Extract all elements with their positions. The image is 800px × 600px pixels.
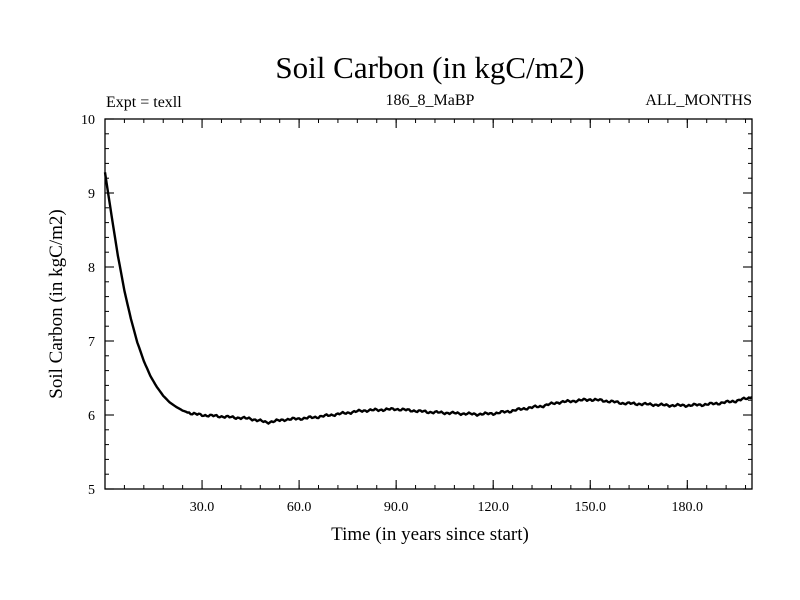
x-tick-label: 150.0 [575,500,607,515]
x-tick-label: 180.0 [672,500,704,515]
x-tick-label: 90.0 [384,500,409,515]
x-axis-label: Time (in years since start) [331,524,529,545]
x-tick-label: 120.0 [477,500,509,515]
period-label: 186_8_MaBP [386,92,475,109]
plot-frame [104,118,753,490]
y-tick-labels: 5 6 7 8 9 10 [81,113,95,498]
y-tick-label: 9 [88,187,95,202]
y-tick-label: 10 [81,113,95,128]
y-tick-label: 7 [88,335,95,350]
chart-title: Soil Carbon (in kgC/m2) [275,50,584,85]
x-tick-label: 30.0 [190,500,215,515]
y-tick-label: 5 [88,483,95,498]
x-tick-labels: 30.0 60.0 90.0 120.0 150.0 180.0 [190,500,703,515]
x-tick-label: 60.0 [287,500,312,515]
months-label: ALL_MONTHS [645,92,752,109]
y-axis-label: Soil Carbon (in kgC/m2) [46,209,67,398]
y-tick-label: 8 [88,261,95,276]
soil-carbon-series-line [103,172,753,425]
axis-ticks [105,118,752,490]
experiment-label: Expt = texll [106,94,182,111]
y-tick-label: 6 [88,409,95,424]
